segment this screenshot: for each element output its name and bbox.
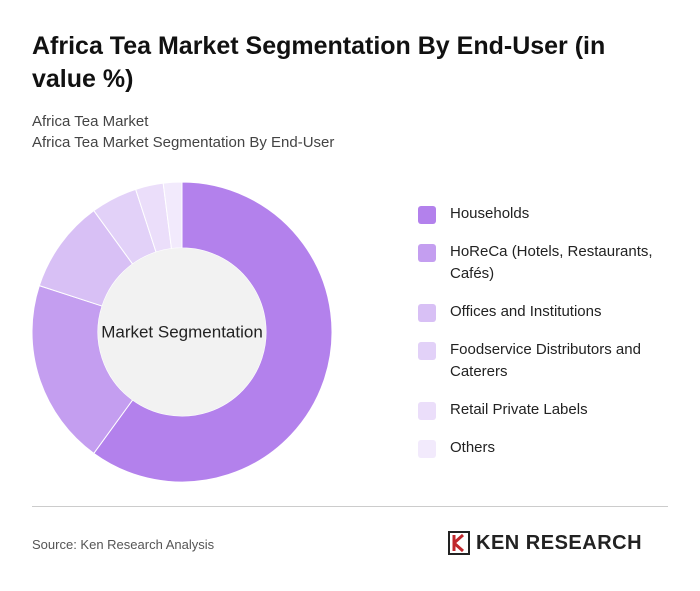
legend-label: Others	[450, 439, 496, 456]
legend-item: Retail Private Labels	[418, 399, 668, 421]
legend-swatch	[418, 342, 436, 360]
legend-label: Offices and Institutions	[450, 303, 602, 320]
legend-swatch	[418, 440, 436, 458]
legend-item: Others	[418, 437, 668, 459]
legend-item: Offices and Institutions	[418, 301, 668, 323]
legend-item: Foodservice Distributors and Caterers	[418, 339, 668, 383]
source: Source: Ken Research Analysis	[32, 537, 215, 552]
legend-label: HoReCa (Hotels, Restaurants, Cafés)	[450, 243, 653, 282]
legend-item: HoReCa (Hotels, Restaurants, Cafés)	[418, 241, 668, 285]
legend-label: Households	[450, 205, 530, 222]
divider	[32, 506, 668, 507]
legend-item: Households	[418, 203, 668, 225]
legend-label: Retail Private Labels	[450, 401, 588, 418]
subtitle: Africa Tea Market	[32, 113, 149, 130]
legend-swatch	[418, 206, 436, 224]
donut-hole	[98, 248, 266, 416]
legend-swatch	[418, 304, 436, 322]
legend-swatch	[418, 402, 436, 420]
donut-chart: Market Segmentation	[31, 181, 333, 483]
center-label: Market Segmentation	[101, 322, 263, 341]
legend: Households HoReCa (Hotels, Restaurants, C…	[418, 203, 668, 475]
subtitle: Africa Tea Market Segmentation By End-Us…	[32, 134, 335, 151]
legend-label: Foodservice Distributors and Caterers	[450, 341, 641, 380]
legend-swatch	[418, 244, 436, 262]
chart-title: Africa Tea Market Segmentation By End-Us…	[32, 32, 606, 93]
logo-icon	[448, 531, 470, 555]
logo: KEN RESEARCH	[448, 531, 642, 555]
logo-text: KEN RESEARCH	[476, 531, 643, 554]
